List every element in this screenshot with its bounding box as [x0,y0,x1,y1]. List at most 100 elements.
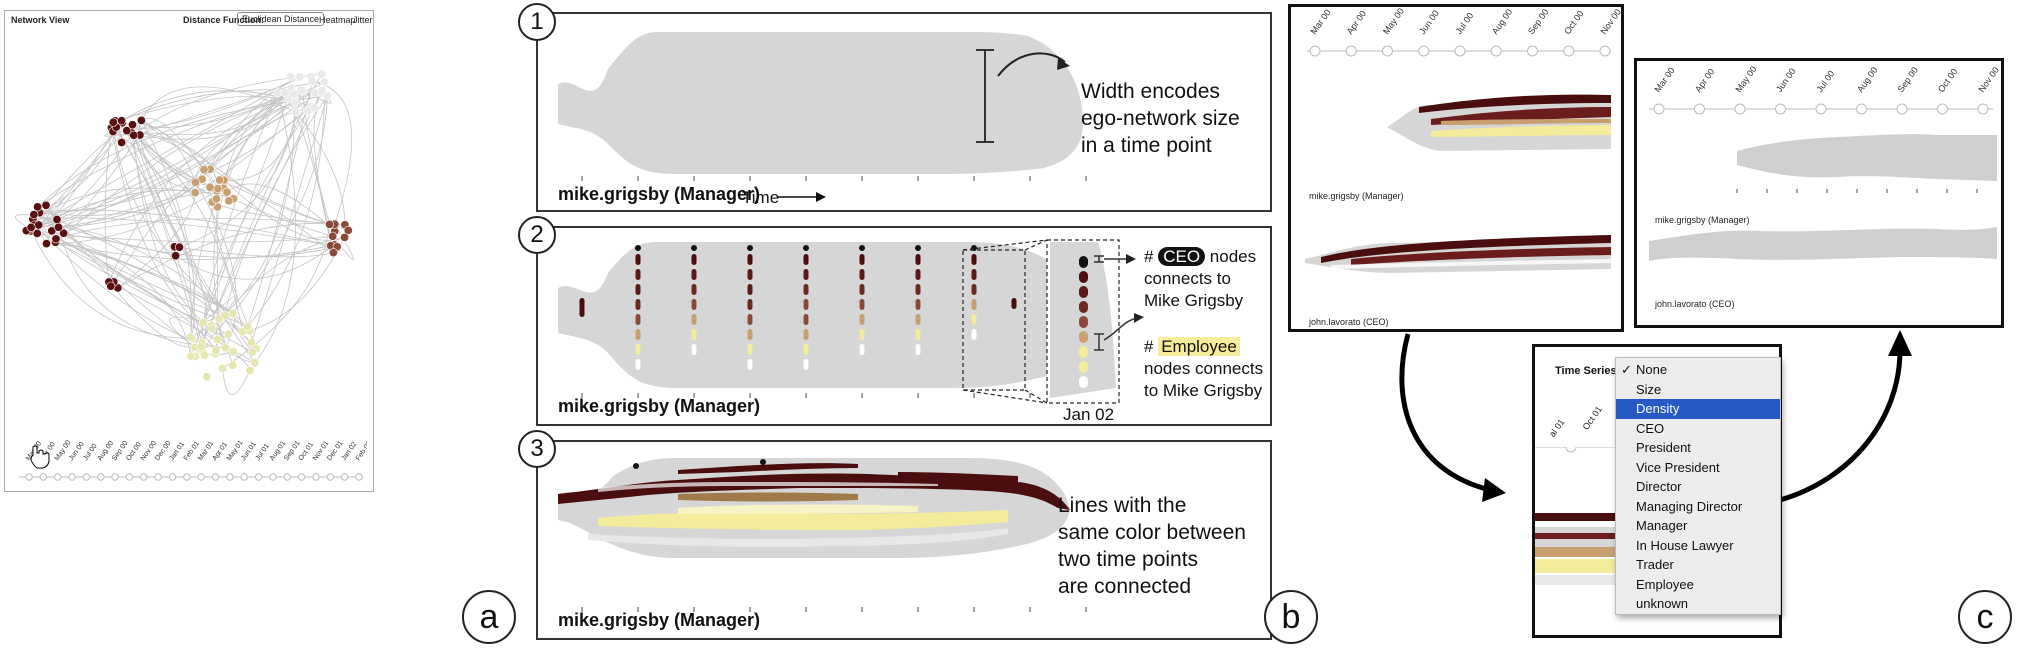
timeline-point [1454,45,1466,57]
role-segment [747,284,753,295]
distance-function-select[interactable]: Euclidean Distance [237,12,325,26]
role-segment [635,314,641,325]
timeline-point [1599,45,1611,57]
network-node [220,310,230,320]
timeline-point [1490,45,1502,57]
menu-item-in-house-lawyer[interactable]: In House Lawyer [1616,536,1780,556]
menu-item-label: Size [1636,381,1662,397]
network-node [317,69,327,79]
role-segment [1011,298,1017,309]
role-segment [915,254,921,265]
network-node [117,116,127,126]
timeline-tick-label: Oct 00 [1936,67,1959,94]
network-node [222,187,232,197]
network-node [186,332,196,342]
badge-b: b [1264,590,1318,644]
timeline-tick-label: Oct 00 [1562,9,1585,36]
network-node [340,232,350,242]
role-segment [635,359,641,370]
menu-item-label: Director [1636,479,1682,494]
network-node [186,351,196,361]
network-node [224,196,234,206]
timeline-point [82,473,91,481]
role-segment [971,299,977,310]
role-segment [635,269,641,280]
ceo-dot [803,245,809,251]
timeline-tick-label: Apr 00 [1345,9,1368,36]
network-node [280,88,290,98]
zoom-role-segment [1079,331,1088,343]
role-segment [747,359,753,370]
zoom-role-segment [1079,346,1088,358]
role-segment [859,299,865,310]
employee-tag: Employee [1158,337,1240,356]
menu-item-vice-president[interactable]: Vice President [1616,458,1780,478]
menu-item-manager[interactable]: Manager [1616,516,1780,536]
menu-item-employee[interactable]: Employee [1616,575,1780,595]
menu-item-trader[interactable]: Trader [1616,555,1780,575]
panel-b3-lines: mike.grigsby (Manager) Lines with the sa… [536,440,1272,640]
timeline-point [1418,45,1430,57]
network-node [325,219,335,229]
jitter-link[interactable]: Jitter [353,15,373,25]
timeline-point [340,473,349,481]
menu-item-president[interactable]: President [1616,438,1780,458]
menu-item-none[interactable]: ✓ None [1616,360,1780,380]
timeline-tick-label: May 00 [1733,64,1758,94]
timeline-point [154,473,162,481]
network-graph[interactable] [5,27,373,427]
role-segment [803,299,809,310]
time-series-menu[interactable]: ✓ None Size Density CEO President Vice Preside… [1615,357,1781,615]
zoom-role-segment [1079,376,1088,388]
timeline-point [125,473,134,481]
timeline-point [211,473,220,481]
role-segment [803,254,809,265]
timeline-point [97,473,105,481]
ego-streamgraph-roles [558,239,1144,404]
ceo-dot [747,245,753,251]
timeline-point [197,473,205,481]
network-node [212,194,222,204]
timeline-tick-label: Aug 00 [1855,65,1880,94]
ceo-annotation: # CEO nodes connects to Mike Grigsby [1144,247,1257,310]
role-segment [747,299,753,310]
network-node [215,175,225,185]
step-3-badge: 3 [518,430,556,468]
timeline-tick-label: Jun 00 [1774,66,1798,94]
menu-item-director[interactable]: Director [1616,477,1780,497]
panel-b1-width: mike.grigsby (Manager) Time Width encode… [536,12,1272,212]
employee-annotation: # Employee nodes connects to Mike Grigsb… [1144,337,1264,400]
menu-item-managing-director[interactable]: Managing Director [1616,497,1780,517]
role-segment [971,269,977,280]
role-segment [971,314,977,325]
timeline-point [283,473,291,481]
ego-label: mike.grigsby (Manager) [558,610,761,630]
timeline-tick-label: Nov 00 [1976,65,2001,94]
menu-item-size[interactable]: Size [1616,380,1780,400]
ego-label-manager: mike.grigsby (Manager) [1655,215,1750,225]
timeline-point [326,473,335,481]
role-segment [635,284,641,295]
timeline-tick-label: Mar 00 [1652,65,1676,94]
timeline-tick-label: Sep 00 [1895,65,1920,94]
heatmap-link[interactable]: Heatmap [319,15,356,25]
role-segment [635,344,641,355]
zoom-role-segment [1079,286,1088,298]
network-node [322,91,332,101]
timeline-tick-label: Apr 00 [1693,67,1716,94]
zoom-date-label: Jan 02 [1063,405,1115,424]
menu-item-ceo[interactable]: CEO [1616,419,1780,439]
timeline-point [1896,103,1908,115]
step-2-badge: 2 [518,216,556,254]
menu-item-unknown[interactable]: unknown [1616,594,1780,614]
role-segment [747,314,753,325]
timeline-point [1734,103,1746,115]
panel-c-window-roles: Mar 00 Apr 00 May 00 Jun 00 Jul 00 Aug 00 Sep … [1288,4,1624,332]
network-node [52,215,62,225]
menu-item-density[interactable]: Density [1616,399,1780,419]
timeline-point [1527,45,1538,57]
timeline-point [1856,103,1867,115]
role-segment [859,344,865,355]
menu-item-label: President [1636,440,1691,455]
